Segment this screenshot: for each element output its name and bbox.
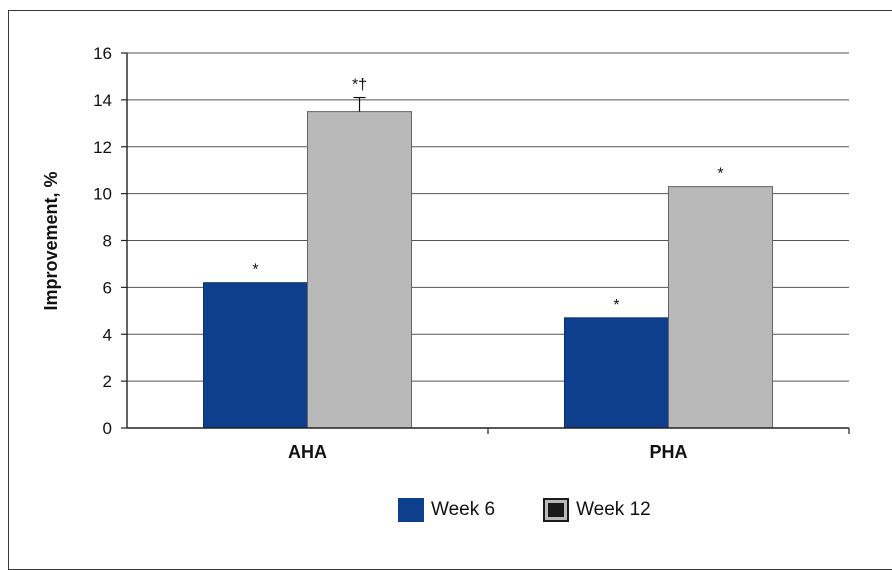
significance-mark-week-12-aha: *†	[352, 77, 367, 94]
y-tick-label-14: 14	[93, 91, 112, 110]
axes	[121, 52, 850, 434]
y-tick-label-8: 8	[103, 232, 112, 251]
labels: 0 2 4 6 8 10 12 14 16 AHA * *† PHA * *	[93, 44, 724, 462]
significance-mark-week-12-pha: *	[717, 166, 723, 183]
x-tick-label-aha: AHA	[288, 442, 327, 462]
bar-week-6-pha	[564, 317, 669, 429]
y-tick-label-2: 2	[103, 372, 112, 391]
legend-item-week-6: Week 6	[398, 498, 495, 522]
y-tick-label-16: 16	[93, 44, 112, 63]
legend-label-week-6: Week 6	[431, 499, 496, 520]
bar-week-12-pha	[668, 186, 773, 429]
y-tick-label-0: 0	[103, 419, 112, 438]
bars	[203, 96, 773, 429]
bar-week-6-aha	[203, 282, 308, 429]
y-tick-label-12: 12	[93, 138, 112, 157]
y-tick-label-10: 10	[93, 185, 112, 204]
legend-label-week-12: Week 12	[576, 499, 651, 520]
y-tick-label-6: 6	[103, 278, 112, 297]
y-axis-label: Improvement, %	[41, 171, 61, 310]
legend-swatch-week-12	[543, 498, 570, 522]
legend-swatch-week-6	[398, 498, 424, 522]
y-tick-label-4: 4	[103, 325, 112, 344]
significance-mark-week-6-aha: *	[252, 262, 258, 279]
legend-item-week-12: Week 12	[543, 498, 651, 522]
x-tick-label-pha: PHA	[649, 442, 687, 462]
significance-mark-week-6-pha: *	[613, 297, 619, 314]
bar-chart: 0 2 4 6 8 10 12 14 16 AHA * *† PHA * * Improvement, %	[41, 44, 850, 462]
bar-week-12-aha	[307, 111, 412, 429]
legend: Week 6 Week 12	[398, 496, 699, 524]
